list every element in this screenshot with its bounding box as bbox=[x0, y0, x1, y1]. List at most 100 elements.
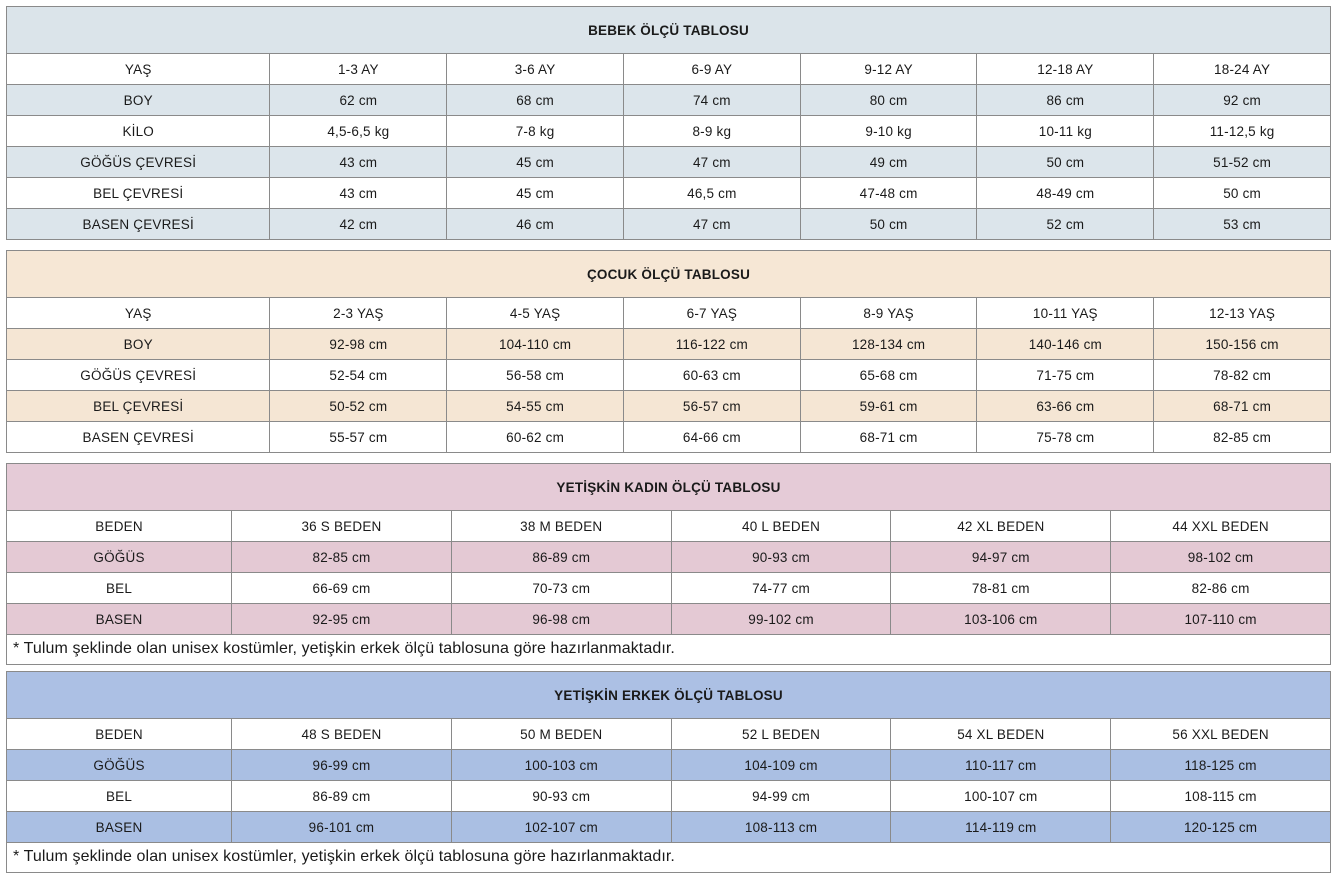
column-header: 8-9 YAŞ bbox=[799, 297, 978, 329]
table-cell: 108-113 cm bbox=[670, 811, 892, 843]
size-table-men: YETİŞKİN ERKEK ÖLÇÜ TABLOSU BEDEN 48 S B… bbox=[5, 671, 1331, 843]
table-cell: 82-85 cm bbox=[1153, 421, 1331, 453]
table-cell: 70-73 cm bbox=[450, 572, 672, 604]
column-header: 44 XXL BEDEN bbox=[1110, 510, 1331, 542]
table-row: GÖĞÜS ÇEVRESİ 52-54 cm 56-58 cm 60-63 cm… bbox=[5, 359, 1331, 391]
table-cell: 43 cm bbox=[269, 177, 448, 209]
table-cell: 60-62 cm bbox=[446, 421, 624, 453]
table-cell: 52 cm bbox=[976, 208, 1155, 240]
table-cell: 104-110 cm bbox=[446, 328, 624, 360]
table-cell: 116-122 cm bbox=[622, 328, 801, 360]
table-row: BEL 66-69 cm 70-73 cm 74-77 cm 78-81 cm … bbox=[5, 572, 1331, 604]
table-cell: 118-125 cm bbox=[1110, 749, 1331, 781]
table-cell: 100-103 cm bbox=[450, 749, 672, 781]
column-header: 36 S BEDEN bbox=[231, 510, 452, 542]
table-cell: 80 cm bbox=[799, 84, 978, 116]
table-title-men: YETİŞKİN ERKEK ÖLÇÜ TABLOSU bbox=[6, 671, 1331, 719]
table-cell: 46 cm bbox=[446, 208, 624, 240]
table-title-child: ÇOCUK ÖLÇÜ TABLOSU bbox=[6, 250, 1331, 298]
table-cell: 82-85 cm bbox=[231, 541, 452, 573]
column-header: 3-6 AY bbox=[446, 53, 624, 85]
table-cell: 102-107 cm bbox=[450, 811, 672, 843]
table-cell: 68-71 cm bbox=[799, 421, 978, 453]
row-label: BOY bbox=[5, 84, 271, 116]
table-cell: 110-117 cm bbox=[890, 749, 1112, 781]
table-row: BASEN ÇEVRESİ 55-57 cm 60-62 cm 64-66 cm… bbox=[5, 421, 1331, 453]
column-header: 12-13 YAŞ bbox=[1153, 297, 1331, 329]
table-cell: 65-68 cm bbox=[799, 359, 978, 391]
column-header: YAŞ bbox=[5, 53, 271, 85]
table-cell: 120-125 cm bbox=[1110, 811, 1331, 843]
table-note-women: * Tulum şeklinde olan unisex kostümler, … bbox=[6, 635, 1331, 665]
column-header: 2-3 YAŞ bbox=[269, 297, 448, 329]
table-cell: 47-48 cm bbox=[799, 177, 978, 209]
table-cell: 94-97 cm bbox=[890, 541, 1112, 573]
table-cell: 43 cm bbox=[269, 146, 448, 178]
table-cell: 56-58 cm bbox=[446, 359, 624, 391]
section-gap bbox=[6, 240, 1331, 250]
table-cell: 7-8 kg bbox=[446, 115, 624, 147]
row-label: BEL ÇEVRESİ bbox=[5, 177, 271, 209]
table-cell: 49 cm bbox=[799, 146, 978, 178]
table-cell: 92 cm bbox=[1153, 84, 1331, 116]
column-header: 54 XL BEDEN bbox=[890, 718, 1112, 750]
table-row: BEL ÇEVRESİ 43 cm 45 cm 46,5 cm 47-48 cm… bbox=[5, 177, 1331, 209]
table-cell: 114-119 cm bbox=[890, 811, 1112, 843]
row-label: BASEN ÇEVRESİ bbox=[5, 421, 271, 453]
table-cell: 78-82 cm bbox=[1153, 359, 1331, 391]
column-header: 10-11 YAŞ bbox=[976, 297, 1155, 329]
table-cell: 103-106 cm bbox=[890, 603, 1112, 635]
table-cell: 68-71 cm bbox=[1153, 390, 1331, 422]
column-header: YAŞ bbox=[5, 297, 271, 329]
table-cell: 128-134 cm bbox=[799, 328, 978, 360]
table-cell: 99-102 cm bbox=[670, 603, 892, 635]
column-header: 4-5 YAŞ bbox=[446, 297, 624, 329]
table-cell: 86-89 cm bbox=[231, 780, 452, 812]
table-row: BOY 62 cm 68 cm 74 cm 80 cm 86 cm 92 cm bbox=[5, 84, 1331, 116]
table-header-row: BEDEN 48 S BEDEN 50 M BEDEN 52 L BEDEN 5… bbox=[5, 718, 1331, 750]
table-cell: 90-93 cm bbox=[450, 780, 672, 812]
column-header: 9-12 AY bbox=[799, 53, 978, 85]
table-row: BASEN ÇEVRESİ 42 cm 46 cm 47 cm 50 cm 52… bbox=[5, 208, 1331, 240]
table-cell: 47 cm bbox=[622, 208, 801, 240]
column-header: 56 XXL BEDEN bbox=[1110, 718, 1331, 750]
row-label: BASEN bbox=[5, 603, 233, 635]
row-label: GÖĞÜS bbox=[5, 541, 233, 573]
table-cell: 62 cm bbox=[269, 84, 448, 116]
table-cell: 45 cm bbox=[446, 177, 624, 209]
table-cell: 50 cm bbox=[1153, 177, 1331, 209]
table-cell: 46,5 cm bbox=[622, 177, 801, 209]
row-label: BASEN bbox=[5, 811, 233, 843]
table-row: BOY 92-98 cm 104-110 cm 116-122 cm 128-1… bbox=[5, 328, 1331, 360]
column-header: 6-7 YAŞ bbox=[622, 297, 801, 329]
table-cell: 50-52 cm bbox=[269, 390, 448, 422]
table-cell: 66-69 cm bbox=[231, 572, 452, 604]
table-row: BASEN 96-101 cm 102-107 cm 108-113 cm 11… bbox=[5, 811, 1331, 843]
row-label: BEL bbox=[5, 780, 233, 812]
table-cell: 96-98 cm bbox=[450, 603, 672, 635]
table-cell: 150-156 cm bbox=[1153, 328, 1331, 360]
table-cell: 104-109 cm bbox=[670, 749, 892, 781]
table-cell: 53 cm bbox=[1153, 208, 1331, 240]
table-header-row: BEDEN 36 S BEDEN 38 M BEDEN 40 L BEDEN 4… bbox=[5, 510, 1331, 542]
size-table-block-men: YETİŞKİN ERKEK ÖLÇÜ TABLOSU BEDEN 48 S B… bbox=[5, 671, 1331, 873]
table-cell: 100-107 cm bbox=[890, 780, 1112, 812]
row-label: BEL ÇEVRESİ bbox=[5, 390, 271, 422]
row-label: BEL bbox=[5, 572, 233, 604]
table-cell: 90-93 cm bbox=[670, 541, 892, 573]
column-header: 40 L BEDEN bbox=[670, 510, 892, 542]
column-header: 52 L BEDEN bbox=[670, 718, 892, 750]
table-cell: 75-78 cm bbox=[976, 421, 1155, 453]
row-label: KİLO bbox=[5, 115, 271, 147]
table-cell: 4,5-6,5 kg bbox=[269, 115, 448, 147]
table-cell: 108-115 cm bbox=[1110, 780, 1331, 812]
table-cell: 9-10 kg bbox=[799, 115, 978, 147]
table-cell: 86 cm bbox=[976, 84, 1155, 116]
table-cell: 10-11 kg bbox=[976, 115, 1155, 147]
column-header: 48 S BEDEN bbox=[231, 718, 452, 750]
section-gap bbox=[6, 453, 1331, 463]
table-cell: 50 cm bbox=[799, 208, 978, 240]
table-header-row: YAŞ 1-3 AY 3-6 AY 6-9 AY 9-12 AY 12-18 A… bbox=[5, 53, 1331, 85]
table-cell: 64-66 cm bbox=[622, 421, 801, 453]
